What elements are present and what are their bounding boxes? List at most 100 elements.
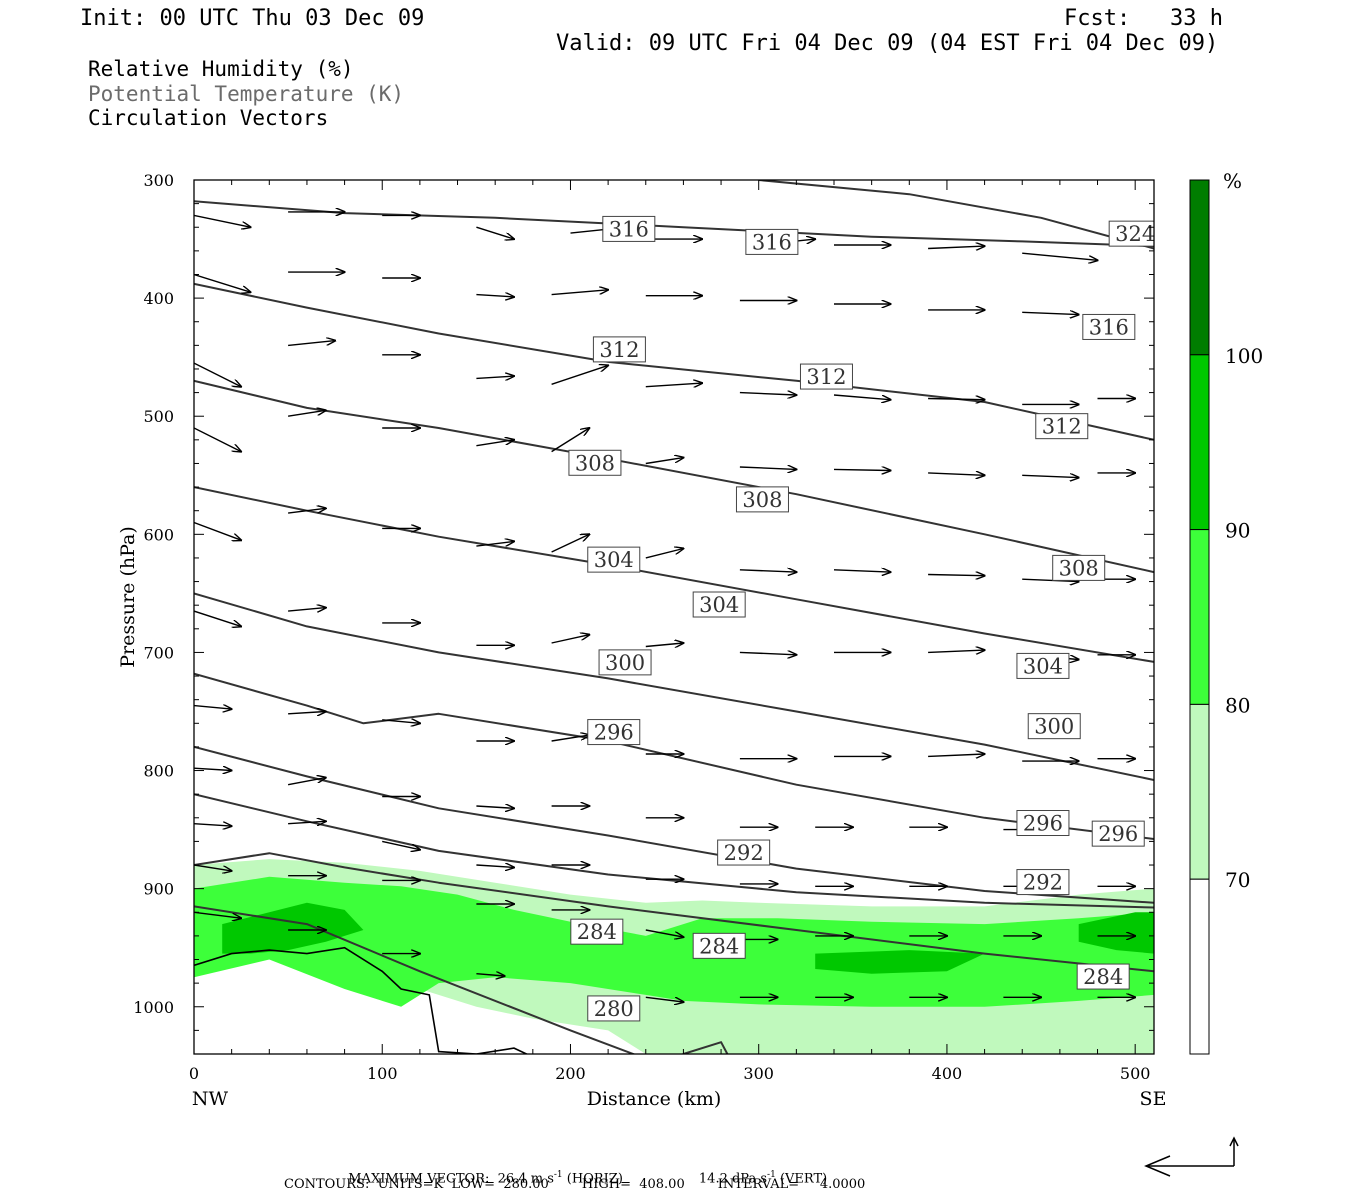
theta-label-13: 300 — [605, 651, 645, 675]
colorbar-swatch-3 — [1189, 703, 1210, 880]
ref-vector-vertical-head — [1229, 1136, 1239, 1147]
theta-contour-10 — [194, 905, 637, 1054]
colorbar-level-2: 90 — [1225, 519, 1250, 543]
plot-area: 316 316 324 316 312 312 312 308 308 308 304 304 304 3… — [194, 180, 1155, 1054]
theta-label-box-12 — [1016, 652, 1070, 679]
circulation-vector-53 — [194, 610, 241, 626]
theta-contour-8 — [194, 793, 1154, 909]
circulation-vector-28 — [928, 399, 985, 400]
circulation-vector-102 — [645, 929, 684, 937]
theta-label-21: 284 — [699, 934, 739, 958]
circulation-vector-37 — [739, 467, 797, 469]
theta-label-4: 312 — [599, 338, 639, 362]
theta-label-box-6 — [1035, 413, 1089, 440]
circulation-vector-31 — [194, 427, 241, 452]
circulation-vector-24 — [551, 365, 609, 385]
theta-contour-1 — [758, 180, 1154, 250]
horiz-unit: (HORIZ) — [566, 1171, 623, 1187]
circulation-vector-68 — [551, 735, 590, 742]
colorbar-level-1: 80 — [1225, 693, 1250, 717]
valid-time: Valid: 09 UTC Fri 04 Dec 09 (04 EST Fri … — [556, 31, 1219, 56]
y-axis-title: Pressure (hPa) — [117, 526, 139, 668]
theta-label-1: 316 — [752, 230, 792, 254]
theta-label-7: 308 — [575, 451, 615, 475]
circulation-vector-20 — [194, 362, 241, 387]
circulation-vector-49 — [833, 570, 891, 572]
vert-unit: (VERT) — [779, 1171, 828, 1187]
circulation-vector-66 — [382, 720, 420, 724]
theta-label-8: 308 — [742, 488, 782, 512]
x-tick-label-3: 300 — [743, 1064, 774, 1083]
circulation-vector-34 — [476, 440, 514, 447]
x-tick-label-0: 0 — [189, 1064, 199, 1083]
rh-90-100-region-east — [815, 950, 985, 974]
circulation-vector-75 — [194, 768, 232, 770]
x-tick-label-2: 200 — [555, 1064, 586, 1083]
colorbar-level-3: 100 — [1225, 344, 1263, 368]
circulation-vector-64 — [194, 706, 232, 710]
nw-label: NW — [192, 1088, 229, 1110]
max-vector-label: MAXIMUM VECTOR: — [348, 1171, 490, 1187]
circulation-vector-21 — [288, 341, 335, 347]
circulation-vector-19 — [1022, 312, 1078, 314]
theta-label-box-19 — [1016, 869, 1070, 896]
theta-label-box-17 — [1091, 820, 1145, 847]
se-label: SE — [1140, 1088, 1167, 1110]
circulation-vector-57 — [551, 635, 590, 644]
y-tick-label-5: 800 — [143, 762, 174, 781]
theta-contour-4 — [194, 486, 1154, 663]
circulation-vector-61 — [928, 650, 985, 652]
circulation-vector-25 — [645, 383, 702, 387]
circulation-vector-50 — [928, 575, 985, 576]
footer-contours: CONTOURS: UNITS=K LOW= 280.00 HIGH= 408.… — [284, 1177, 866, 1192]
circulation-vector-87 — [288, 821, 326, 823]
circulation-vector-38 — [833, 469, 891, 470]
y-tick-label-2: 500 — [143, 407, 174, 426]
theta-label-3: 316 — [1089, 315, 1129, 339]
theta-label-5: 312 — [806, 365, 846, 389]
horiz-exponent: -1 — [553, 1170, 563, 1180]
theta-label-17: 296 — [1098, 822, 1138, 846]
max-vector-horiz: 26.4 m s — [497, 1171, 554, 1187]
theta-label-box-2 — [1108, 220, 1154, 247]
x-tick-label-1: 100 — [367, 1064, 398, 1083]
circulation-vector-10 — [194, 273, 251, 293]
theta-label-box-22 — [1076, 963, 1130, 990]
circulation-vector-48 — [739, 570, 797, 572]
theta-label-9: 308 — [1059, 556, 1099, 580]
theta-label-2: 324 — [1115, 222, 1155, 246]
x-tick-label-4: 400 — [932, 1064, 963, 1083]
terrain-line — [194, 946, 529, 1054]
theta-label-box-4 — [592, 336, 646, 363]
theta-label-box-9 — [1052, 554, 1106, 581]
circulation-vector-97 — [194, 864, 232, 871]
theta-label-20: 284 — [577, 920, 617, 944]
theta-label-box-3 — [1082, 313, 1136, 340]
theta-label-box-15 — [587, 719, 641, 746]
circulation-vector-65 — [288, 712, 326, 714]
circulation-vector-39 — [928, 473, 985, 475]
max-vector-vert: 14.2 dPa s — [698, 1171, 768, 1187]
rh-90-100-region-se — [1078, 912, 1154, 954]
theta-label-box-5 — [799, 363, 853, 390]
theta-label-18: 292 — [724, 841, 764, 865]
circulation-vector-86 — [194, 824, 232, 826]
y-tick-label-6: 900 — [143, 880, 174, 899]
theta-label-12: 304 — [1023, 654, 1063, 678]
circulation-vector-47 — [645, 549, 684, 559]
theta-label-box-13 — [598, 649, 652, 676]
circulation-vector-43 — [288, 508, 326, 514]
circulation-vector-14 — [551, 290, 609, 296]
circulation-vector-88 — [382, 840, 420, 849]
theta-label-22: 284 — [1083, 965, 1123, 989]
circulation-vector-8 — [928, 246, 985, 248]
circulation-vector-72 — [928, 754, 985, 756]
x-tick-label-5: 500 — [1120, 1064, 1151, 1083]
theta-label-11: 304 — [699, 593, 739, 617]
circulation-vector-45 — [476, 541, 514, 547]
circulation-vector-108 — [194, 911, 241, 918]
theta-label-19: 292 — [1023, 871, 1063, 895]
theta-contour-3 — [194, 379, 1154, 574]
circulation-vector-3 — [476, 226, 514, 239]
